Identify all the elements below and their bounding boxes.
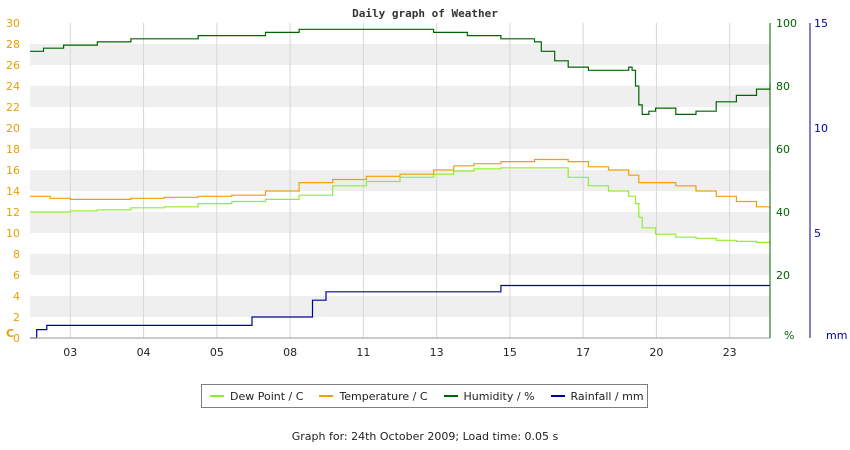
x-tick-label: 11	[356, 346, 370, 359]
series-line-rainfall	[30, 284, 770, 339]
x-tick-label: 17	[576, 346, 590, 359]
series-line-dew-point	[30, 167, 770, 243]
humidity-tick-label: 80	[776, 80, 790, 93]
humidity-axis-unit: %	[784, 329, 794, 342]
legend-label-humidity: Humidity / %	[463, 389, 535, 403]
x-tick-label: 23	[723, 346, 737, 359]
axes: 03 04 05 08 11 13 15 17 20 2302468101214161820222…	[6, 17, 828, 359]
footer-status: Graph for: 24th October 2009; Load time:…	[291, 430, 559, 443]
left-tick-label: 0	[13, 332, 20, 345]
x-tick-label: 03	[63, 346, 77, 359]
plot-band	[30, 86, 770, 107]
plot-band	[30, 254, 770, 275]
left-axis-unit: C	[6, 327, 14, 340]
legend-label-rainfall: Rainfall / mm	[570, 389, 644, 403]
rain-tick-label: 15	[814, 17, 828, 30]
x-tick-label: 05	[210, 346, 224, 359]
legend-label-dew-point: Dew Point / C	[230, 389, 304, 403]
plot-band	[30, 44, 770, 65]
plot-band	[30, 212, 770, 233]
x-tick-label: 13	[430, 346, 444, 359]
series-layer	[30, 28, 771, 339]
left-tick-label: 2	[13, 311, 20, 324]
plot-band	[30, 296, 770, 317]
chart-title: Daily graph of Weather	[352, 7, 498, 20]
left-tick-label: 18	[6, 143, 20, 156]
x-tick-label: 08	[283, 346, 297, 359]
legend-label-temperature: Temperature / C	[339, 389, 428, 403]
humidity-tick-label: 20	[776, 269, 790, 282]
x-tick-label: 04	[137, 346, 151, 359]
x-tick-label: 20	[649, 346, 663, 359]
legend-item-rainfall: Rainfall / mm	[550, 389, 644, 403]
legend-swatch-dew-point	[210, 395, 224, 397]
legend-item-dew-point: Dew Point / C	[210, 390, 303, 403]
legend-swatch-rainfall	[550, 395, 565, 397]
left-tick-label: 16	[6, 164, 20, 177]
legend: Dew Point / C Temperature / C Humidity /…	[201, 384, 648, 408]
left-tick-label: 6	[13, 269, 20, 282]
left-tick-label: 30	[6, 17, 20, 30]
left-tick-label: 4	[13, 290, 20, 303]
left-tick-label: 28	[6, 38, 20, 51]
left-tick-label: 14	[6, 185, 20, 198]
legend-item-humidity: Humidity / %	[443, 389, 535, 403]
humidity-tick-label: 60	[776, 143, 790, 156]
legend-item-temperature: Temperature / C	[319, 389, 428, 403]
left-tick-label: 12	[6, 206, 20, 219]
rain-tick-label: 5	[814, 227, 821, 240]
legend-swatch-humidity	[443, 395, 458, 397]
x-tick-label: 15	[503, 346, 517, 359]
left-tick-label: 26	[6, 59, 20, 72]
plot-band	[30, 128, 770, 149]
humidity-tick-label: 40	[776, 206, 790, 219]
left-tick-label: 22	[6, 101, 20, 114]
left-tick-label: 20	[6, 122, 20, 135]
left-tick-label: 10	[6, 227, 20, 240]
rain-axis-unit: mm	[826, 329, 847, 342]
humidity-tick-label: 100	[776, 17, 797, 30]
left-tick-label: 24	[6, 80, 20, 93]
series-line-humidity	[30, 28, 771, 115]
legend-swatch-temperature	[319, 395, 334, 397]
series-line-temperature	[30, 158, 771, 210]
left-tick-label: 8	[13, 248, 20, 261]
rain-tick-label: 10	[814, 122, 828, 135]
